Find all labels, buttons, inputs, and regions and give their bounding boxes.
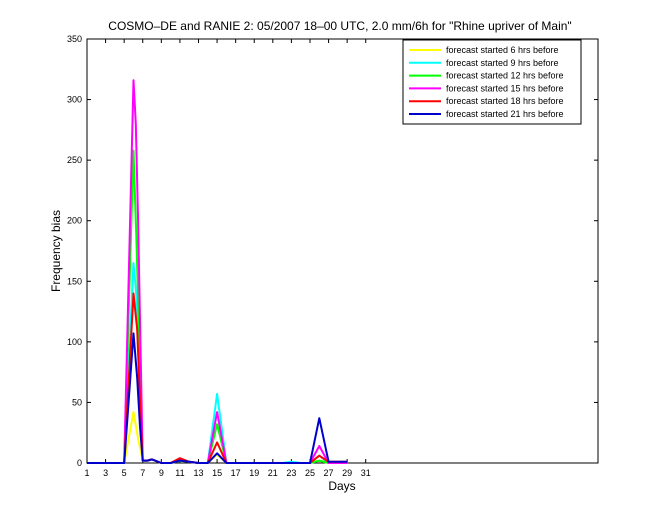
legend-label: forecast started 9 hrs before	[446, 58, 559, 68]
x-axis-ticks: 1 3 5 7 9 11 13 15 17 19 21 23 25 27 29 31	[84, 39, 371, 478]
legend-entries: forecast started 6 hrs before forecast st…	[409, 45, 564, 119]
x-tick-label: 15	[212, 468, 222, 478]
legend-box	[402, 39, 582, 125]
x-tick-label: 9	[159, 468, 164, 478]
x-tick-label: 19	[249, 468, 259, 478]
x-tick-label: 1	[84, 468, 89, 478]
y-tick-label: 200	[67, 216, 82, 226]
y-tick-label: 250	[67, 155, 82, 165]
x-tick-label: 13	[193, 468, 203, 478]
x-tick-label: 27	[324, 468, 334, 478]
x-tick-label: 31	[361, 468, 371, 478]
y-tick-label: 100	[67, 337, 82, 347]
x-tick-label: 11	[175, 468, 184, 478]
series-lines	[87, 79, 348, 464]
y-tick-label: 50	[72, 397, 82, 407]
legend: forecast started 6 hrs before forecast st…	[402, 39, 582, 125]
legend-label: forecast started 6 hrs before	[446, 45, 559, 55]
x-tick-label: 23	[286, 468, 296, 478]
x-tick-label: 17	[231, 468, 241, 478]
y-axis-label: Frequency bias	[49, 210, 63, 292]
y-axis-ticks: 0 50 100 150 200 250 300 350	[67, 34, 598, 468]
x-tick-label: 3	[103, 468, 108, 478]
x-tick-label: 21	[268, 468, 278, 478]
y-tick-label: 350	[67, 34, 82, 44]
x-tick-label: 25	[305, 468, 315, 478]
x-tick-label: 5	[122, 468, 127, 478]
y-tick-label: 0	[77, 458, 82, 468]
legend-label: forecast started 18 hrs before	[446, 96, 564, 106]
x-tick-label: 29	[342, 468, 352, 478]
legend-label: forecast started 15 hrs before	[446, 83, 564, 93]
x-tick-label: 7	[140, 468, 145, 478]
chart-title: COSMO–DE and RANIE 2: 05/2007 18–00 UTC,…	[108, 19, 571, 33]
legend-label: forecast started 12 hrs before	[446, 71, 564, 81]
x-axis-label: Days	[328, 479, 355, 493]
y-tick-label: 150	[67, 276, 82, 286]
series-line-6	[87, 332, 348, 464]
legend-label: forecast started 21 hrs before	[446, 109, 564, 119]
y-tick-label: 300	[67, 95, 82, 105]
